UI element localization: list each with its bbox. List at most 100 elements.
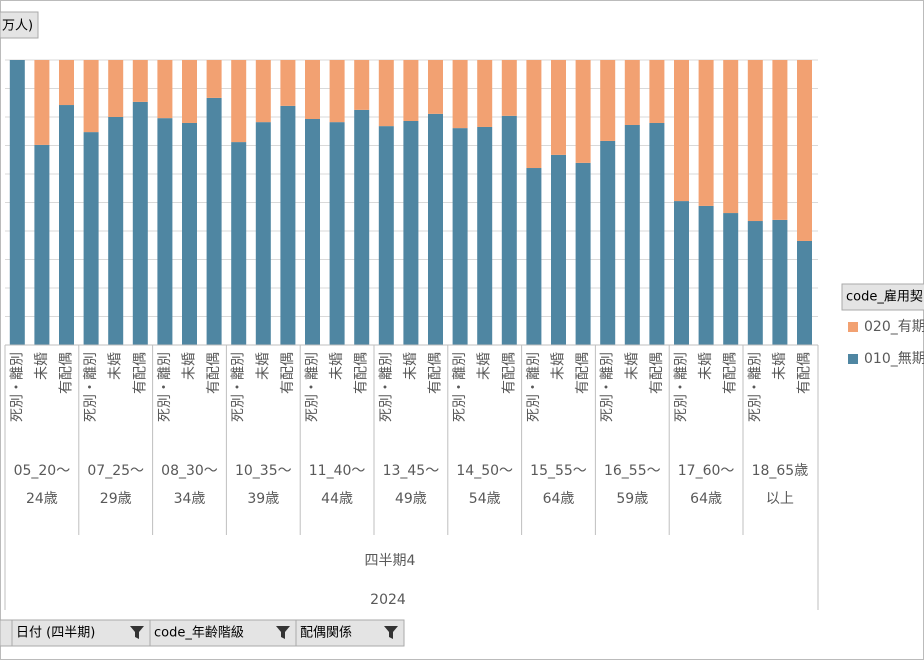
bar-segment [206, 97, 222, 345]
bar-segment [600, 140, 616, 345]
category-label: 未婚 [624, 352, 640, 380]
bar-segment [305, 60, 320, 119]
bar-segment [157, 60, 173, 119]
group-label: 14_50～ [456, 463, 513, 479]
bar-segment [231, 60, 247, 143]
group-label: 13_45～ [383, 463, 440, 479]
filter-bg [149, 619, 297, 647]
group-label: 18_65歳 [752, 463, 809, 479]
bar-segment [772, 60, 788, 220]
category-label: 死別・離別 [525, 352, 542, 422]
bar-segment [428, 60, 443, 114]
category-label: 有配偶 [280, 352, 296, 394]
unit-button[interactable]: 万人) [0, 11, 39, 39]
bar-segment [83, 132, 99, 345]
category-label: 未婚 [108, 352, 124, 380]
category-label: 有配偶 [354, 352, 370, 394]
group-label: 29歳 [100, 491, 132, 507]
category-label: 有配偶 [575, 352, 591, 394]
bar-segment [723, 60, 739, 214]
category-label: 有配偶 [132, 352, 148, 394]
legend-swatch [848, 322, 858, 332]
bar-segment [526, 60, 542, 169]
category-label: 死別・離別 [230, 352, 247, 422]
filter-button[interactable]: 配偶関係 [295, 619, 405, 647]
bar-segment [403, 120, 419, 346]
category-label: 有配偶 [501, 352, 517, 394]
bar-segment [132, 101, 148, 346]
category-label: 有配偶 [649, 352, 665, 394]
group-label: 59歳 [616, 491, 648, 507]
bar-segment [477, 126, 493, 345]
filter-icon [384, 626, 398, 639]
bar-segment [305, 118, 320, 346]
bar-segment [452, 60, 468, 129]
bar-segment [280, 105, 296, 345]
bar-segment [378, 126, 394, 346]
bar-segment [182, 60, 197, 123]
bar-segment [772, 219, 788, 345]
category-label: 未婚 [34, 352, 50, 380]
category-label: 死別・離別 [377, 352, 394, 422]
bar-segment [59, 60, 74, 106]
group-label: 64歳 [543, 491, 575, 507]
bar-segment [132, 60, 148, 102]
filter-button[interactable]: code_年齢階級 [149, 619, 297, 647]
bar-segment [83, 60, 99, 133]
group-label: 07_25～ [87, 463, 144, 479]
bar-segment [624, 60, 640, 125]
group-label: 54歳 [469, 491, 501, 507]
group-label: 49歳 [395, 491, 427, 507]
category-label: 死別・離別 [82, 352, 99, 422]
bar-segment [501, 115, 517, 345]
bar-segment [649, 60, 665, 123]
bar-segment [329, 122, 345, 345]
category-label: 未婚 [182, 352, 198, 380]
legend-label: 010_無期 [864, 351, 924, 367]
category-label: 未婚 [255, 352, 271, 380]
bar-segment [501, 60, 517, 116]
category-label: 未婚 [477, 352, 493, 380]
category-label: 有配偶 [206, 352, 222, 394]
bar-segment [797, 240, 812, 345]
bar-segment [9, 60, 25, 345]
category-label: 死別・離別 [304, 352, 321, 422]
bar-segment [624, 124, 640, 345]
category-label: 死別・離別 [746, 352, 763, 422]
bar-segment [354, 109, 370, 345]
bar-segment [674, 60, 689, 202]
bar-segment [34, 144, 50, 345]
bar-segment [403, 60, 419, 121]
category-label: 死別・離別 [451, 352, 468, 422]
category-label: 死別・離別 [673, 352, 690, 422]
bar-segment [477, 60, 493, 127]
bar-segment [674, 201, 689, 345]
group-label: 24歳 [26, 491, 58, 507]
bar-segment [59, 105, 74, 345]
bar-segment [182, 122, 197, 345]
category-label: 死別・離別 [156, 352, 173, 422]
bar-segment [600, 60, 616, 141]
group-label: 64歳 [690, 491, 722, 507]
year-label: 2024 [370, 592, 406, 608]
group-label: 15_55～ [530, 463, 587, 479]
filter-bg [11, 619, 151, 647]
bar-segment [280, 60, 296, 106]
bar-segment [157, 118, 173, 345]
bar-segment [428, 113, 443, 346]
bar-segment [231, 142, 247, 345]
bar-segment [723, 213, 739, 345]
bar-segment [747, 221, 763, 345]
group-label: 39歳 [247, 491, 279, 507]
filter-button[interactable]: 日付 (四半期) [11, 619, 151, 647]
filter-label: 日付 (四半期) [16, 626, 95, 641]
category-label: 有配偶 [723, 352, 739, 394]
bar-segment [329, 60, 345, 123]
unit-text: 万人) [2, 19, 33, 34]
category-label: 有配偶 [797, 352, 813, 394]
bar-segment [108, 60, 124, 117]
bar-segment [698, 205, 714, 345]
bar-segment [747, 60, 763, 222]
bar-segment [206, 60, 222, 98]
